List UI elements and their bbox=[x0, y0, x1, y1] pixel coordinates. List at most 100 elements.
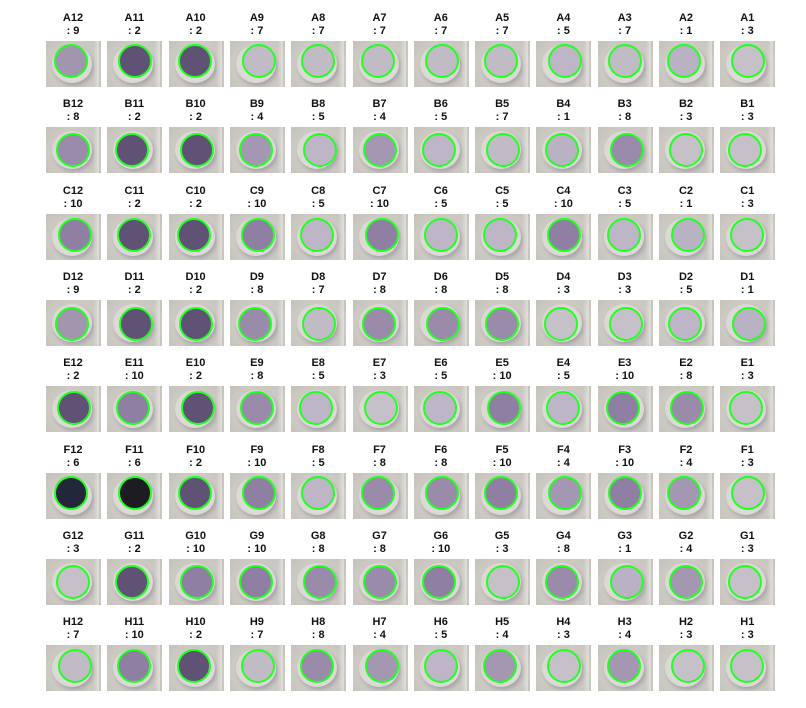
well-detection-circle bbox=[545, 564, 580, 599]
well-cell-g1: G1: 3 bbox=[713, 530, 781, 605]
well-detection-circle bbox=[361, 306, 396, 341]
well-detection-circle bbox=[671, 217, 705, 252]
well-detection-circle bbox=[237, 306, 272, 341]
well-score: : 3 bbox=[740, 370, 754, 383]
well-thumbnail bbox=[413, 645, 469, 692]
well-label: D1 bbox=[740, 270, 755, 283]
well-thumbnail bbox=[597, 213, 653, 260]
well-thumbnail bbox=[46, 127, 101, 174]
well-score: : 10 bbox=[615, 370, 635, 383]
well-score: : 7 bbox=[434, 25, 448, 37]
well-cell-h10: H10: 2 bbox=[162, 616, 230, 692]
well-label: C12 bbox=[62, 184, 84, 197]
well-thumbnail bbox=[536, 299, 592, 346]
well-cell-c9: C9: 10 bbox=[223, 185, 291, 260]
well-detection-circle bbox=[240, 217, 275, 252]
well-detection-circle bbox=[58, 649, 92, 684]
well-label: B4 bbox=[556, 98, 571, 111]
well-cell-e12: E12: 2 bbox=[39, 357, 107, 433]
well-thumbnail bbox=[291, 213, 347, 260]
well-detection-circle bbox=[54, 475, 88, 510]
well-detection-circle bbox=[118, 475, 153, 510]
well-detection-circle bbox=[238, 133, 273, 168]
well-score: : 10 bbox=[124, 370, 144, 383]
well-thumbnail bbox=[659, 645, 714, 692]
well-thumbnail bbox=[352, 472, 408, 519]
well-detection-circle bbox=[238, 564, 273, 599]
well-detection-circle bbox=[239, 391, 274, 426]
well-label: B3 bbox=[617, 98, 632, 111]
well-label: D12 bbox=[62, 270, 84, 283]
well-detection-circle bbox=[179, 133, 214, 168]
well-detection-circle bbox=[178, 306, 213, 341]
well-detection-circle bbox=[486, 564, 521, 599]
well-cell-f8: F8: 5 bbox=[284, 444, 352, 519]
well-thumbnail bbox=[168, 472, 224, 519]
well-detection-circle bbox=[609, 564, 644, 599]
well-score: : 5 bbox=[556, 25, 570, 37]
well-cell-g2: G2: 4 bbox=[652, 530, 720, 605]
well-cell-a1: A1: 3 bbox=[713, 12, 781, 87]
well-cell-h12: H12: 7 bbox=[39, 616, 107, 692]
well-detection-circle bbox=[485, 306, 520, 341]
well-cell-e2: E2: 8 bbox=[652, 357, 720, 433]
well-cell-h9: H9: 7 bbox=[223, 616, 291, 692]
well-label: B12 bbox=[62, 98, 84, 111]
well-label: D11 bbox=[124, 270, 145, 283]
well-score: : 5 bbox=[311, 197, 325, 210]
well-score: : 7 bbox=[311, 283, 325, 296]
well-score: : 7 bbox=[250, 25, 264, 37]
well-thumbnail bbox=[168, 558, 224, 605]
well-thumbnail bbox=[291, 472, 347, 519]
well-detection-circle bbox=[730, 649, 765, 684]
well-thumbnail bbox=[168, 41, 224, 87]
well-detection-circle bbox=[731, 475, 766, 510]
well-detection-circle bbox=[423, 217, 458, 252]
well-label: A7 bbox=[372, 12, 387, 24]
well-score: : 3 bbox=[740, 111, 754, 124]
well-cell-a3: A3: 7 bbox=[591, 12, 659, 87]
well-cell-d10: D10: 2 bbox=[162, 271, 230, 346]
well-thumbnail bbox=[413, 472, 469, 519]
well-thumbnail bbox=[720, 127, 776, 174]
well-thumbnail bbox=[536, 645, 592, 692]
well-label: E2 bbox=[679, 357, 693, 370]
well-detection-circle bbox=[176, 649, 211, 684]
well-thumbnail bbox=[413, 213, 469, 260]
well-detection-circle bbox=[487, 391, 522, 426]
well-detection-circle bbox=[667, 475, 701, 510]
well-cell-b5: B5: 7 bbox=[468, 98, 536, 174]
well-score: : 3 bbox=[740, 542, 754, 555]
well-cell-b1: B1: 3 bbox=[713, 98, 781, 174]
well-label: A5 bbox=[495, 12, 510, 24]
well-score: : 8 bbox=[373, 456, 386, 469]
well-score: : 4 bbox=[373, 629, 386, 642]
well-label: H6 bbox=[433, 616, 448, 629]
well-detection-circle bbox=[548, 475, 583, 510]
well-score: : 4 bbox=[556, 456, 570, 469]
well-cell-f11: F11: 6 bbox=[100, 444, 168, 519]
well-cell-g10: G10: 10 bbox=[162, 530, 230, 605]
well-thumbnail bbox=[659, 386, 714, 433]
well-thumbnail bbox=[291, 41, 347, 87]
well-score: : 10 bbox=[63, 197, 83, 210]
well-score: : 10 bbox=[431, 542, 451, 555]
well-thumbnail bbox=[475, 299, 531, 346]
well-score: : 3 bbox=[679, 629, 693, 642]
well-cell-h5: H5: 4 bbox=[468, 616, 536, 692]
well-detection-circle bbox=[180, 391, 215, 426]
well-score: : 10 bbox=[124, 629, 144, 642]
well-score: : 8 bbox=[66, 111, 80, 124]
well-score: : 8 bbox=[311, 629, 325, 642]
well-detection-circle bbox=[486, 133, 521, 168]
well-detection-circle bbox=[241, 475, 276, 510]
well-label: B8 bbox=[311, 98, 326, 111]
well-cell-h6: H6: 5 bbox=[407, 616, 475, 692]
well-score: : 3 bbox=[618, 283, 632, 296]
well-score: : 8 bbox=[434, 456, 448, 469]
well-score: : 2 bbox=[127, 197, 141, 210]
well-label: H9 bbox=[249, 616, 264, 629]
well-detection-circle bbox=[176, 217, 211, 252]
well-label: E11 bbox=[124, 357, 144, 370]
well-label: D4 bbox=[556, 270, 571, 283]
